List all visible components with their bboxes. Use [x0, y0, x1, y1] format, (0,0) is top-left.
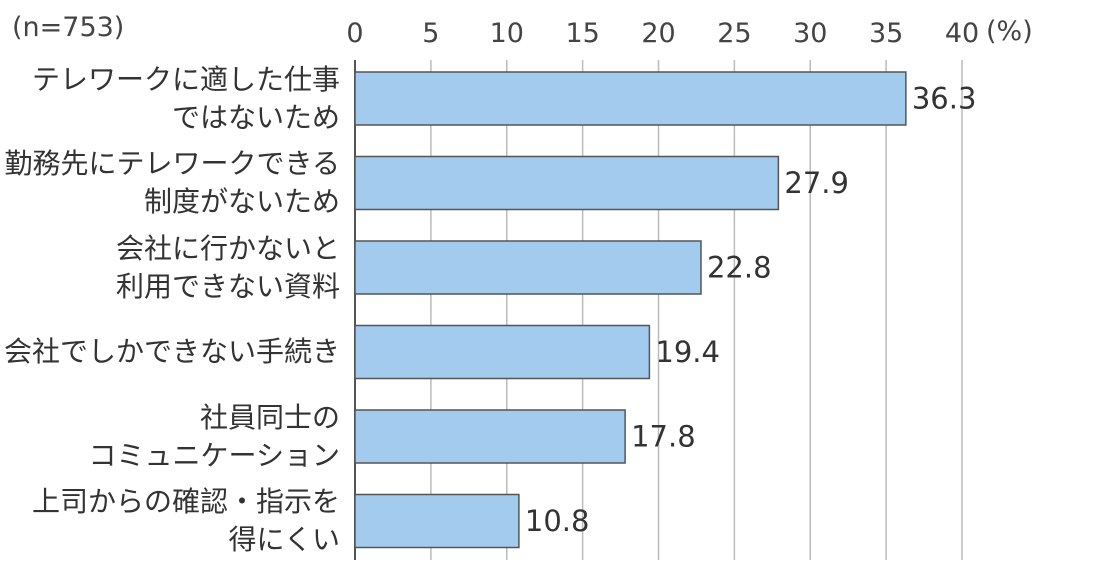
category-label: 会社に行かないと 利用できない資料	[116, 230, 340, 306]
x-tick-label: 10	[490, 18, 524, 49]
data-label: 17.8	[631, 420, 696, 454]
x-tick-label: 35	[869, 18, 903, 49]
category-label: テレワークに適した仕事ではないため	[32, 61, 340, 137]
category-label-line: 社員同士の	[199, 400, 340, 434]
value-labels: 36.3 27.9 22.8 19.4 17.8 10.8	[525, 82, 977, 539]
x-tick-label: 40	[945, 18, 979, 49]
x-tick-label: 20	[641, 18, 675, 49]
category-label: 勤務先にテレワークできる制度がないため	[5, 145, 340, 221]
category-label: 上司からの確認・指示を得にくい	[32, 483, 340, 559]
data-label: 19.4	[655, 335, 720, 369]
category-label-line: 得にくい	[228, 523, 340, 556]
category-label: 会社でしかできない手続き	[4, 333, 340, 371]
x-tick-label: 15	[565, 18, 599, 49]
category-label-line: 会社に行かないと	[115, 231, 340, 265]
bar	[354, 324, 651, 380]
category-label-line: 上司からの確認・指示を	[31, 485, 340, 518]
category-label-line: 制度がないため	[143, 185, 340, 218]
bars	[354, 71, 907, 549]
x-tick-label: 5	[422, 18, 439, 49]
x-tick-labels: 0 5 10 15 20 25 30 35 40	[346, 18, 979, 49]
category-label-line: コミュニケーション	[88, 438, 340, 472]
x-tick-label: 30	[793, 18, 827, 49]
gridlines	[354, 60, 963, 560]
bar	[354, 71, 907, 126]
x-tick-label: 25	[717, 18, 751, 49]
data-label: 22.8	[707, 251, 772, 285]
sample-size-note: (n=753)	[12, 12, 125, 43]
unit-label: (%)	[986, 16, 1033, 47]
data-label: 10.8	[525, 504, 590, 538]
category-label: 社員同士のコミュニケーション	[89, 399, 340, 475]
category-label-line: テレワークに適した仕事	[31, 62, 340, 96]
bar	[354, 493, 520, 549]
category-label-line: 利用できない資料	[115, 269, 340, 303]
data-label: 36.3	[912, 82, 977, 116]
bar	[354, 240, 702, 295]
bar	[354, 409, 626, 464]
x-tick-label: 0	[346, 18, 363, 49]
category-label-line: 勤務先にテレワークできる	[4, 147, 340, 180]
bar	[354, 155, 780, 211]
category-label-line: ではないため	[171, 100, 340, 134]
data-label: 27.9	[784, 166, 849, 200]
category-label-line: 会社でしかできない手続き	[3, 335, 340, 368]
